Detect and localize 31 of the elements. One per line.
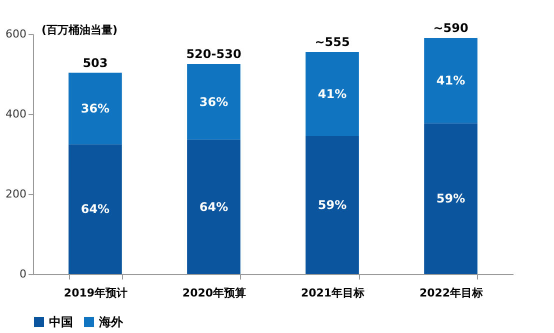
bar [187, 64, 240, 140]
annotation: 36% [80, 102, 110, 116]
annotation: 59% [318, 198, 347, 212]
y-tick-label: 200 [6, 188, 26, 200]
bar [187, 140, 240, 274]
x-tick-label: 2019年预计 [64, 286, 128, 300]
annotation: 59% [436, 192, 466, 206]
bar [424, 38, 478, 124]
annotation: 36% [199, 94, 228, 109]
annotation: 41% [436, 74, 466, 88]
annotation: 64% [80, 202, 110, 216]
x-tick-label: 2021年目标 [300, 286, 365, 300]
bar [424, 123, 478, 274]
annotation: 64% [199, 200, 228, 214]
x-tick-label: 2022年目标 [419, 286, 484, 300]
total-label: 503 [82, 56, 108, 70]
x-tick-label: 2020年预算 [182, 286, 246, 300]
bar [68, 144, 122, 274]
total-label: ~590 [433, 21, 468, 35]
y-tick-label: 600 [6, 28, 26, 40]
legend-label: 中国 [49, 315, 73, 329]
y-axis-title: (百万桶油当量) [42, 24, 118, 36]
annotation: 41% [318, 87, 347, 101]
total-label: 520-530 [186, 47, 242, 61]
y-tick-label: 0 [20, 268, 26, 280]
total-label: ~555 [314, 35, 350, 49]
legend-label: 海外 [98, 315, 124, 329]
bar [306, 136, 359, 274]
bar [306, 52, 359, 136]
bar [68, 72, 122, 144]
y-tick-label: 400 [6, 108, 26, 120]
